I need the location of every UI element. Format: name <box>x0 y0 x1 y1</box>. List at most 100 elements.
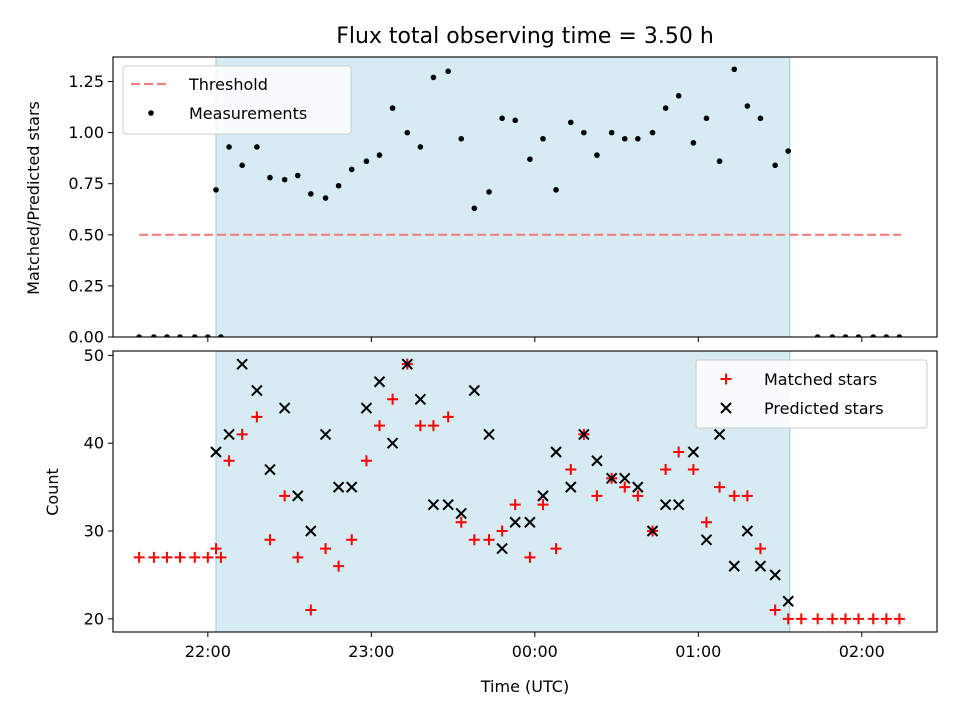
predicted-star-point <box>713 428 726 441</box>
measurement-point <box>164 334 170 337</box>
measurement-point <box>731 66 738 73</box>
top-y-axis-label: Matched/Predicted stars <box>24 101 43 295</box>
measurement-point <box>635 135 641 142</box>
bottom-panel: 20 30 40 50 22:00 23:00 00:00 01:00 02:00 Matched… <box>84 346 938 661</box>
matched-star-point <box>133 551 145 563</box>
predicted-star-point <box>468 384 481 397</box>
measurement-point <box>404 129 411 136</box>
matched-star-point <box>387 393 399 405</box>
matched-star-point <box>673 446 685 458</box>
predicted-star-point <box>442 498 454 511</box>
predicted-star-point <box>401 358 413 370</box>
predicted-star-point <box>769 569 781 581</box>
predicted-star-point <box>332 481 345 493</box>
matched-star-point <box>714 481 726 493</box>
y-tick-label: 20 <box>84 609 104 628</box>
measurement-point <box>389 105 396 111</box>
legend-threshold-label: Threshold <box>188 75 268 94</box>
measurement-point <box>540 135 546 142</box>
matched-star-point <box>524 551 536 563</box>
measurement-point <box>567 119 574 126</box>
matched-star-point <box>215 551 227 563</box>
predicted-star-point <box>591 455 603 467</box>
measurement-point <box>757 115 764 122</box>
y-tick-label: 0.00 <box>68 328 104 347</box>
measurement-point <box>772 162 778 169</box>
predicted-star-point <box>728 560 740 572</box>
measurement-point <box>785 148 792 154</box>
matched-star-point <box>174 551 186 563</box>
measurement-point <box>218 334 224 337</box>
measurement-point <box>649 129 656 136</box>
measurement-point <box>883 334 890 337</box>
matched-star-point <box>812 613 824 625</box>
predicted-star-point <box>427 498 440 511</box>
measurement-point <box>205 334 211 337</box>
matched-star-point <box>189 551 201 563</box>
predicted-star-point <box>672 498 685 511</box>
legend-matched-swatch <box>720 373 732 385</box>
matched-star-point <box>455 516 467 528</box>
measurement-point <box>594 152 600 158</box>
measurement-point <box>239 162 245 169</box>
legend-measurements-label: Measurements <box>189 104 307 123</box>
y-tick-label: 30 <box>84 522 104 541</box>
axes-frame <box>112 56 938 338</box>
matched-star-point <box>292 551 304 563</box>
predicted-star-point <box>565 481 577 493</box>
legend: Matched stars Predicted stars <box>695 359 928 429</box>
predicted-star-point <box>741 525 754 537</box>
matched-star-point <box>867 613 879 625</box>
measurement-point <box>417 144 424 150</box>
axes-frame <box>112 350 938 633</box>
measurement-point <box>177 334 183 337</box>
bottom-y-axis-label: Count <box>43 468 62 516</box>
matched-star-point <box>893 613 905 625</box>
predicted-star-point <box>782 595 794 607</box>
predicted-star-point <box>632 481 644 493</box>
x-axis-label: Time (UTC) <box>480 677 569 696</box>
x-tick-label: 01:00 <box>675 642 721 661</box>
matched-star-point <box>360 455 372 467</box>
measurement-point <box>294 172 301 179</box>
measurement-point <box>621 135 628 142</box>
matched-star-point <box>537 499 549 511</box>
predicted-star-point <box>360 402 373 414</box>
chart-title: Flux total observing time = 3.50 h <box>336 24 714 49</box>
measurement-point <box>842 334 849 337</box>
measurement-point <box>267 174 273 181</box>
measurement-point <box>322 195 329 201</box>
measurement-point <box>254 144 260 150</box>
matched-star-point <box>565 464 577 476</box>
measurement-point <box>430 74 437 81</box>
predicted-star-point <box>305 525 317 537</box>
matched-star-point <box>509 499 521 511</box>
matched-star-point <box>161 551 173 563</box>
matched-star-point <box>333 560 345 572</box>
measurement-point <box>512 117 518 124</box>
measurement-point <box>308 191 314 197</box>
legend-predicted-label: Predicted stars <box>764 399 884 418</box>
matched-star-point <box>754 543 766 555</box>
measurement-point <box>829 334 836 337</box>
predicted-star-point <box>236 358 248 370</box>
matched-star-point <box>619 481 631 493</box>
matched-star-point <box>826 613 838 625</box>
matched-star-point <box>202 551 214 563</box>
matched-star-point <box>373 420 385 432</box>
measurement-point <box>499 115 505 122</box>
matched-star-point <box>346 534 358 546</box>
measurement-point <box>608 129 615 136</box>
matched-star-point <box>414 420 426 432</box>
matched-star-point <box>279 490 291 502</box>
predicted-star-point <box>264 463 276 476</box>
x-tick-label: 02:00 <box>839 642 885 661</box>
measurement-point <box>281 176 288 183</box>
predicted-star-point <box>646 525 659 537</box>
predicted-star-point <box>578 428 590 441</box>
measurement-point <box>348 166 355 173</box>
matched-star-point <box>550 543 562 555</box>
predicted-star-point <box>659 498 672 511</box>
matched-star-point <box>483 534 495 546</box>
measurement-point <box>213 187 219 193</box>
